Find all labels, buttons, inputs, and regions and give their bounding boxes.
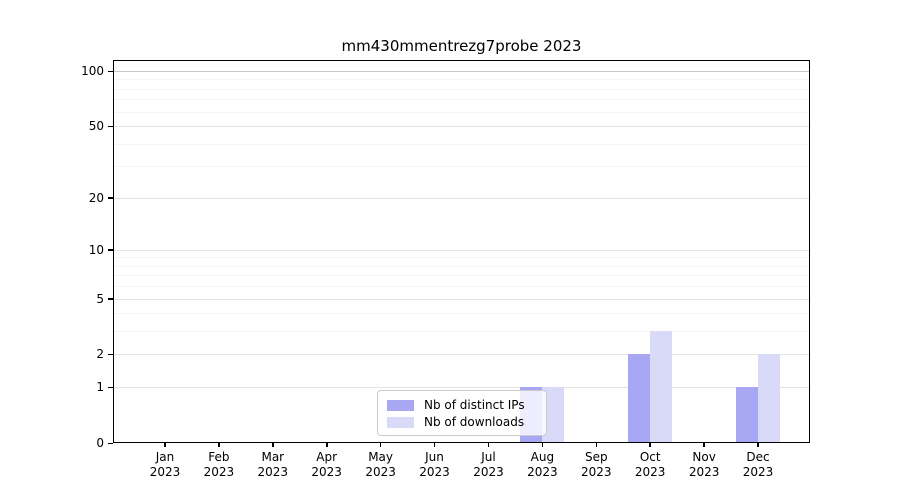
y-tick-label: 1 (96, 380, 104, 395)
legend-label-downloads: Nb of downloads (424, 415, 525, 429)
bar-downloads-oct (650, 331, 673, 443)
x-tick-label: Jan 2023 (149, 450, 181, 479)
gridline-minor (113, 88, 810, 90)
bar-distinct-ips-oct (628, 354, 651, 443)
x-tick-label: Dec 2023 (742, 450, 774, 479)
bar-distinct-ips-dec (736, 387, 758, 443)
legend-label-distinct-ips: Nb of distinct IPs (424, 398, 525, 412)
y-tick-mark (108, 125, 113, 128)
y-tick-label: 0 (96, 436, 104, 450)
gridline-major (113, 197, 810, 199)
gridline-minor (113, 275, 810, 277)
gridline-minor (113, 111, 810, 113)
y-tick-mark (108, 386, 113, 389)
legend-item-downloads: Nb of downloads (387, 414, 537, 430)
y-tick-label: 5 (96, 291, 104, 306)
gridline-major (113, 71, 810, 72)
x-tick-mark (272, 443, 274, 447)
gridline-minor (113, 265, 810, 267)
y-tick-label: 100 (81, 64, 104, 78)
y-tick-label: 50 (88, 119, 104, 134)
gridline-minor (113, 143, 810, 145)
gridline-major (113, 126, 810, 128)
x-tick-mark (164, 443, 166, 447)
x-tick-mark (595, 443, 597, 447)
gridline-minor (113, 286, 810, 288)
legend-swatch-downloads (387, 416, 414, 428)
x-tick-label: Jul 2023 (473, 450, 504, 479)
gridline-minor (113, 79, 810, 81)
x-tick-label: Nov 2023 (688, 450, 720, 479)
x-tick-label: Apr 2023 (311, 450, 342, 479)
gridline-major (113, 354, 810, 356)
x-tick-label: Mar 2023 (257, 450, 289, 479)
x-tick-label: Feb 2023 (203, 450, 235, 479)
x-tick-label: May 2023 (365, 450, 396, 479)
gridline-minor (113, 313, 810, 315)
legend-item-distinct-ips: Nb of distinct IPs (387, 397, 537, 413)
x-tick-mark (703, 443, 705, 447)
y-tick-label: 20 (88, 190, 104, 205)
y-tick-label: 10 (88, 242, 104, 257)
x-tick-mark (218, 443, 220, 447)
legend-swatch-distinct-ips (387, 399, 414, 411)
gridline-minor (113, 166, 810, 168)
gridline-minor (113, 257, 810, 259)
chart-title: mm430mmentrezg7probe 2023 (341, 37, 582, 55)
y-tick-mark (108, 197, 113, 199)
x-tick-mark (757, 443, 759, 447)
y-tick-mark (108, 353, 113, 356)
gridline-major (113, 298, 810, 300)
x-tick-label: Oct 2023 (634, 450, 666, 479)
x-tick-label: Jun 2023 (419, 450, 450, 479)
y-tick-mark (108, 298, 113, 300)
x-tick-mark (649, 443, 651, 447)
x-tick-mark (541, 443, 544, 447)
bar-downloads-aug (542, 387, 565, 443)
x-tick-mark (487, 443, 490, 447)
x-tick-label: Sep 2023 (581, 450, 612, 479)
gridline-minor (113, 99, 810, 101)
x-tick-mark (326, 443, 328, 447)
legend: Nb of distinct IPs Nb of downloads (377, 390, 547, 436)
gridline-major (113, 387, 810, 389)
y-tick-mark (108, 442, 113, 444)
bar-downloads-dec (758, 354, 780, 443)
x-tick-mark (379, 443, 382, 447)
y-tick-label: 2 (96, 347, 104, 362)
gridline-minor (113, 331, 810, 333)
y-tick-mark (108, 70, 113, 72)
gridline-major (113, 249, 810, 251)
y-tick-mark (108, 249, 113, 251)
plot-frame (113, 60, 810, 443)
plot-area: Nb of distinct IPs Nb of downloads (113, 60, 810, 443)
x-tick-label: Aug 2023 (527, 450, 558, 479)
x-tick-mark (433, 443, 436, 447)
